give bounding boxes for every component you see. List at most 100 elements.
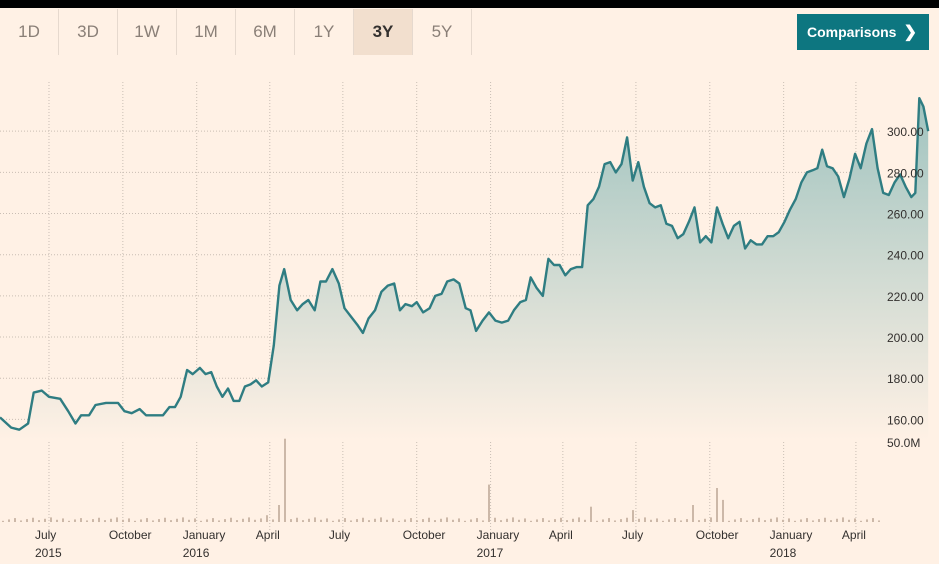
volume-bar — [848, 519, 850, 522]
volume-bar — [20, 520, 22, 522]
volume-bar — [680, 520, 682, 522]
volume-bar — [260, 518, 262, 523]
volume-bar — [668, 519, 670, 522]
volume-bar — [458, 518, 460, 523]
volume-bars — [2, 438, 880, 523]
volume-bar — [800, 519, 802, 522]
y-tick-label: 220.00 — [887, 290, 924, 304]
volume-bar — [146, 518, 148, 522]
tab-label: 1Y — [313, 22, 335, 41]
volume-bar — [272, 519, 274, 522]
volume-bar — [632, 510, 634, 522]
volume-bar — [182, 517, 184, 523]
volume-bar — [8, 519, 10, 522]
volume-bar — [476, 518, 478, 522]
volume-bar — [512, 517, 514, 523]
volume-bar — [866, 519, 868, 522]
volume-bar — [710, 517, 712, 523]
volume-bar — [500, 520, 502, 523]
x-tick-label: July — [329, 528, 350, 542]
volume-bar — [422, 519, 424, 523]
volume-bar — [350, 520, 352, 522]
volume-bar — [14, 518, 16, 522]
tab-5y[interactable]: 5Y — [413, 9, 472, 55]
volume-bar — [38, 520, 40, 523]
volume-bar — [560, 517, 562, 523]
volume-bar — [140, 519, 142, 522]
volume-bar — [206, 519, 208, 522]
price-line — [0, 97, 930, 431]
tab-3d[interactable]: 3D — [59, 9, 118, 55]
y-tick-label: 160.00 — [887, 413, 924, 427]
volume-bar — [716, 488, 718, 522]
volume-bar — [794, 520, 796, 523]
tab-label: 5Y — [431, 22, 453, 41]
volume-bar — [212, 518, 214, 522]
volume-bar — [278, 505, 280, 522]
x-tick-label: January — [477, 528, 520, 542]
volume-bar — [368, 520, 370, 523]
volume-bar — [590, 506, 592, 522]
volume-bar — [416, 520, 418, 522]
x-tick-label: October — [696, 528, 739, 542]
y-tick-label: 180.00 — [887, 372, 924, 386]
volume-bar — [116, 517, 118, 523]
volume-bar — [380, 517, 382, 523]
volume-bar — [836, 518, 838, 522]
volume-bar — [770, 518, 772, 522]
volume-bar — [92, 519, 94, 523]
y-tick-label: 240.00 — [887, 249, 924, 263]
volume-bar — [86, 520, 88, 522]
chevron-right-icon: ❯ — [903, 24, 917, 41]
volume-bar — [428, 517, 430, 523]
comparisons-button[interactable]: Comparisons ❯ — [797, 14, 929, 50]
volume-bar — [386, 519, 388, 522]
volume-bar — [626, 517, 628, 523]
volume-bar — [752, 519, 754, 523]
volume-bar — [536, 519, 538, 522]
volume-bar — [842, 517, 844, 523]
volume-bar — [266, 515, 268, 522]
x-tick-label: April — [549, 528, 573, 542]
volume-bar — [122, 519, 124, 522]
volume-bar — [290, 519, 292, 523]
volume-bar — [686, 519, 688, 523]
volume-bar — [74, 519, 76, 522]
volume-bar — [854, 518, 856, 523]
volume-bar — [98, 517, 100, 523]
tab-label: 1W — [134, 22, 160, 41]
volume-bar — [788, 518, 790, 523]
volume-bar — [488, 484, 490, 522]
volume-bar — [2, 520, 4, 523]
volume-bar — [758, 517, 760, 523]
tab-6m[interactable]: 6M — [236, 9, 295, 55]
volume-bar — [746, 520, 748, 522]
volume-bar — [506, 518, 508, 522]
volume-bar — [440, 518, 442, 522]
tab-1w[interactable]: 1W — [118, 9, 177, 55]
y-tick-label: 280.00 — [887, 166, 924, 180]
volume-bar — [398, 520, 400, 523]
x-tick-label: October — [403, 528, 446, 542]
x-tick-year: 2018 — [770, 546, 797, 560]
volume-bar — [362, 517, 364, 523]
volume-bar — [338, 519, 340, 522]
volume-bar — [50, 517, 52, 523]
volume-bar — [404, 519, 406, 522]
volume-bar — [602, 519, 604, 522]
tab-3y[interactable]: 3Y — [354, 9, 413, 55]
x-axis: July 2015 October January 2016 April July Octob… — [35, 528, 866, 560]
volume-bar — [584, 519, 586, 522]
volume-bar — [356, 519, 358, 523]
volume-bar — [410, 518, 412, 522]
tab-1m[interactable]: 1M — [177, 9, 236, 55]
tab-1d[interactable]: 1D — [0, 9, 59, 55]
tab-1y[interactable]: 1Y — [295, 9, 354, 55]
volume-bar — [782, 519, 784, 522]
volume-bar — [104, 520, 106, 523]
volume-bar — [518, 519, 520, 522]
volume-bar — [188, 519, 190, 522]
volume-bar — [482, 520, 484, 522]
volume-bar — [176, 518, 178, 522]
